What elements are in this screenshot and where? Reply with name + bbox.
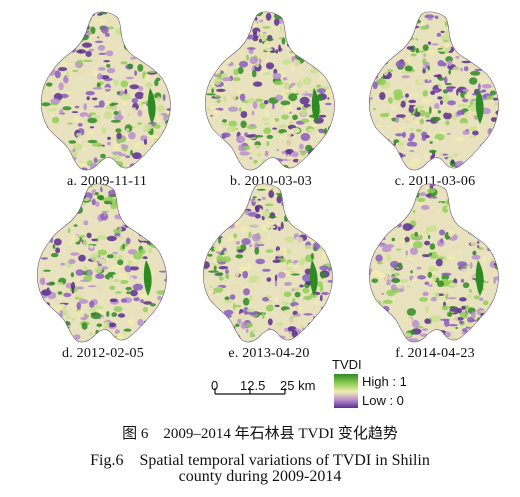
tvdi-map-a <box>40 11 171 171</box>
panel-label-c: c. 2011-03-06 <box>394 174 476 189</box>
caption-english-line1: Fig.6 Spatial temporal variations of TVD… <box>90 452 430 469</box>
scale-tick-0: 0 <box>211 378 219 393</box>
legend-high-label: High : 1 <box>362 374 407 389</box>
tvdi-map-d <box>36 183 167 343</box>
map-panel-f: f. 2014-04-23 <box>350 180 520 368</box>
legend-color-ramp <box>334 374 358 408</box>
scale-tick-12-5: 12.5 <box>240 378 266 393</box>
map-panel-a: a. 2009-11-11 <box>22 8 192 196</box>
caption-chinese: 图 6 2009–2014 年石林县 TVDI 变化趋势 <box>122 426 398 442</box>
panel-label-f: f. 2014-04-23 <box>395 346 475 361</box>
panel-label-e: e. 2013-04-20 <box>228 346 310 361</box>
scale-bar <box>214 388 286 395</box>
map-panel-c: c. 2011-03-06 <box>350 8 520 196</box>
panel-label-b: b. 2010-03-03 <box>230 174 312 189</box>
panel-label-d: d. 2012-02-05 <box>62 346 144 361</box>
tvdi-map-c <box>368 11 499 171</box>
map-panel-e: e. 2013-04-20 <box>184 180 354 368</box>
caption-english-line2: county during 2009-2014 <box>178 468 342 485</box>
legend-title: TVDI <box>332 357 362 372</box>
map-panel-b: b. 2010-03-03 <box>186 8 356 196</box>
tvdi-map-e <box>202 183 333 343</box>
tvdi-map-b <box>204 11 335 171</box>
tvdi-map-f <box>368 183 499 343</box>
legend-low-label: Low : 0 <box>362 393 404 408</box>
map-panel-d: d. 2012-02-05 <box>18 180 188 368</box>
scale-tick-25: 25 km <box>280 378 316 393</box>
panel-label-a: a. 2009-11-11 <box>66 174 148 189</box>
